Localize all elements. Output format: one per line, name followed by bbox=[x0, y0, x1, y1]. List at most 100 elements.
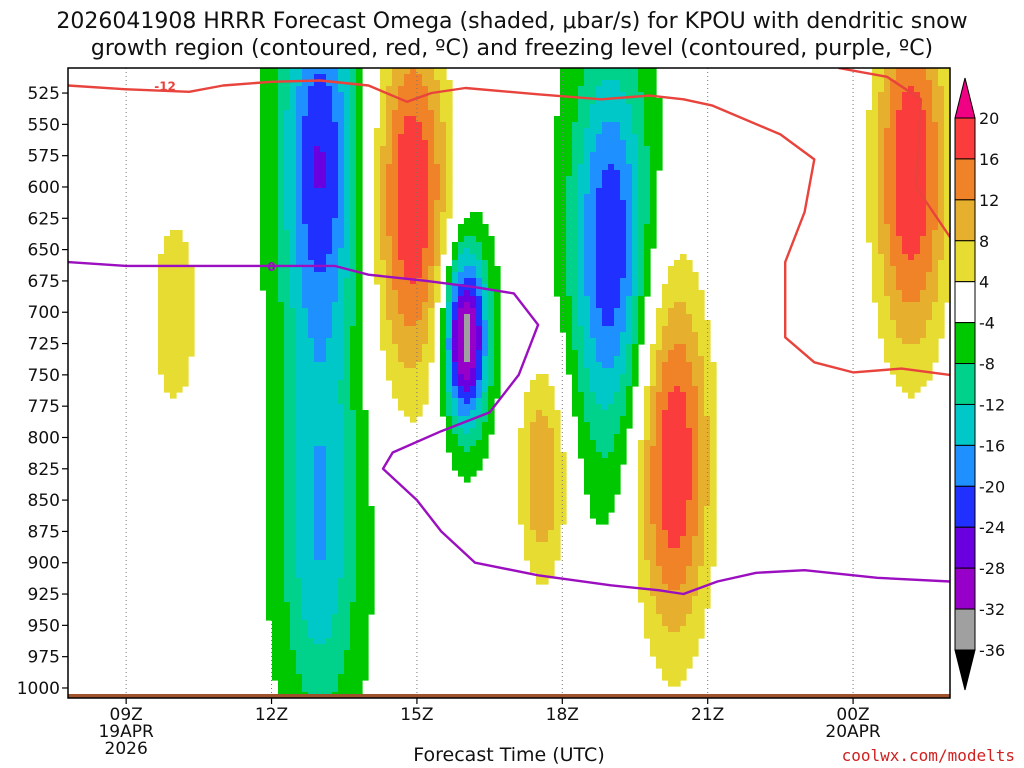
omega-cell bbox=[584, 212, 591, 219]
omega-cell bbox=[284, 554, 291, 561]
omega-cell bbox=[386, 116, 393, 123]
omega-cell bbox=[674, 392, 681, 399]
omega-cell bbox=[272, 188, 279, 195]
omega-cell bbox=[596, 518, 603, 525]
omega-cell bbox=[338, 128, 345, 135]
omega-cell bbox=[926, 104, 933, 111]
omega-cell bbox=[638, 572, 645, 579]
omega-cell bbox=[554, 134, 561, 141]
omega-cell bbox=[656, 452, 663, 459]
omega-cell bbox=[302, 542, 309, 549]
omega-cell bbox=[416, 374, 423, 381]
omega-cell bbox=[926, 260, 933, 267]
omega-cell bbox=[356, 314, 363, 321]
omega-cell bbox=[392, 374, 399, 381]
omega-cell bbox=[530, 512, 537, 519]
omega-cell bbox=[458, 224, 465, 231]
omega-cell bbox=[680, 386, 687, 393]
omega-cell bbox=[680, 554, 687, 561]
omega-cell bbox=[290, 134, 297, 141]
omega-cell bbox=[422, 236, 429, 243]
omega-cell bbox=[356, 338, 363, 345]
omega-cell bbox=[422, 356, 429, 363]
omega-cell bbox=[470, 458, 477, 465]
omega-cell bbox=[704, 344, 711, 351]
omega-cell bbox=[176, 374, 183, 381]
omega-cell bbox=[572, 140, 579, 147]
omega-cell bbox=[296, 272, 303, 279]
omega-cell bbox=[692, 398, 699, 405]
omega-cell bbox=[908, 152, 915, 159]
omega-cell bbox=[590, 122, 597, 129]
omega-cell bbox=[890, 302, 897, 309]
omega-cell bbox=[308, 404, 315, 411]
omega-cell bbox=[596, 140, 603, 147]
omega-cell bbox=[410, 92, 417, 99]
omega-cell bbox=[680, 512, 687, 519]
omega-cell bbox=[644, 410, 651, 417]
omega-cell bbox=[314, 416, 321, 423]
omega-cell bbox=[590, 410, 597, 417]
omega-cell bbox=[584, 392, 591, 399]
omega-cell bbox=[350, 476, 357, 483]
omega-cell bbox=[464, 332, 471, 339]
omega-cell bbox=[656, 374, 663, 381]
omega-cell bbox=[284, 122, 291, 129]
omega-cell bbox=[650, 176, 657, 183]
omega-cell bbox=[482, 242, 489, 249]
omega-cell bbox=[902, 140, 909, 147]
omega-cell bbox=[536, 428, 543, 435]
omega-cell bbox=[530, 536, 537, 543]
omega-cell bbox=[590, 92, 597, 99]
omega-cell bbox=[590, 272, 597, 279]
omega-cell bbox=[164, 248, 171, 255]
omega-cell bbox=[926, 344, 933, 351]
omega-cell bbox=[620, 98, 627, 105]
omega-cell bbox=[638, 140, 645, 147]
omega-cell bbox=[896, 122, 903, 129]
omega-cell bbox=[452, 302, 459, 309]
omega-cell bbox=[614, 470, 621, 477]
omega-cell bbox=[344, 194, 351, 201]
omega-cell bbox=[314, 302, 321, 309]
omega-cell bbox=[296, 338, 303, 345]
omega-cell bbox=[482, 308, 489, 315]
omega-cell bbox=[440, 314, 447, 321]
omega-cell bbox=[392, 236, 399, 243]
omega-cell bbox=[278, 560, 285, 567]
omega-cell bbox=[476, 422, 483, 429]
omega-cell bbox=[404, 230, 411, 237]
omega-cell bbox=[560, 146, 567, 153]
omega-cell bbox=[884, 272, 891, 279]
omega-cell bbox=[884, 92, 891, 99]
omega-cell bbox=[332, 542, 339, 549]
omega-cell bbox=[374, 128, 381, 135]
omega-cell bbox=[302, 206, 309, 213]
omega-cell bbox=[872, 134, 879, 141]
omega-cell bbox=[632, 320, 639, 327]
omega-cell bbox=[548, 554, 555, 561]
omega-cell bbox=[872, 212, 879, 219]
omega-cell bbox=[350, 494, 357, 501]
omega-cell bbox=[284, 440, 291, 447]
omega-cell bbox=[710, 500, 717, 507]
omega-cell bbox=[662, 530, 669, 537]
omega-cell bbox=[302, 170, 309, 177]
omega-cell bbox=[380, 86, 387, 93]
omega-cell bbox=[902, 152, 909, 159]
omega-cell bbox=[350, 386, 357, 393]
omega-cell bbox=[320, 104, 327, 111]
omega-cell bbox=[380, 74, 387, 81]
omega-cell bbox=[338, 362, 345, 369]
omega-cell bbox=[494, 368, 501, 375]
omega-cell bbox=[410, 134, 417, 141]
omega-cell bbox=[944, 146, 950, 153]
omega-cell bbox=[308, 170, 315, 177]
omega-cell bbox=[338, 398, 345, 405]
omega-cell bbox=[332, 494, 339, 501]
omega-cell bbox=[314, 572, 321, 579]
omega-cell bbox=[398, 320, 405, 327]
omega-cell bbox=[308, 104, 315, 111]
omega-cell bbox=[626, 218, 633, 225]
omega-cell bbox=[434, 164, 441, 171]
